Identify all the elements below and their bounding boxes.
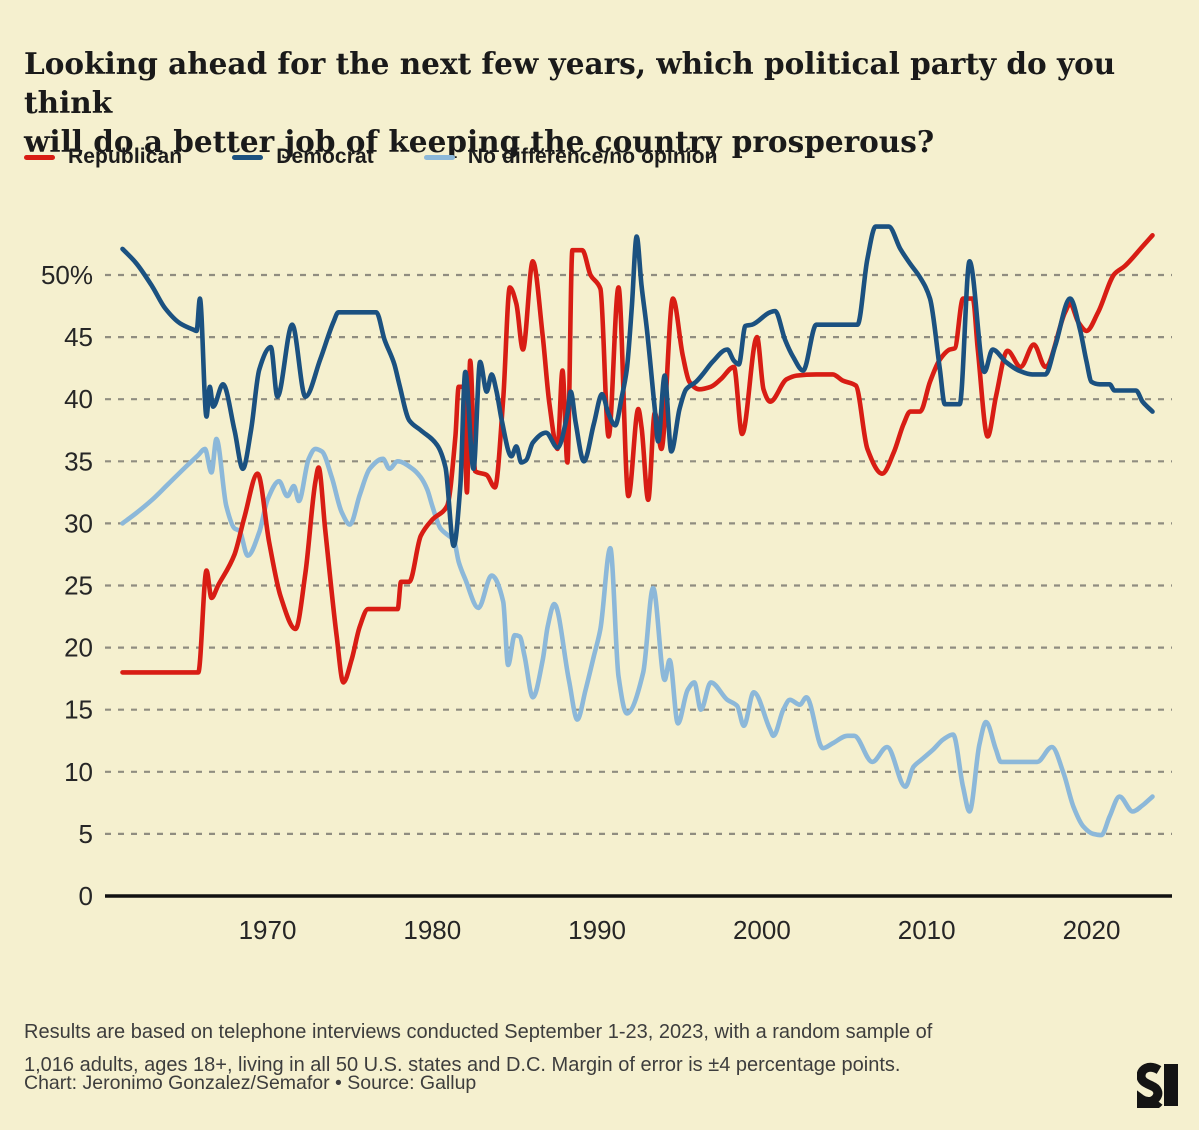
footnote: Results are based on telephone interview… [24,1016,1184,1082]
legend-label-no-difference: No difference/no opinion [467,145,718,168]
chart-title: Looking ahead for the next few years, wh… [24,44,1184,162]
chart-title-line1: Looking ahead for the next few years, wh… [24,45,1116,120]
legend-label-republican: Republican [68,145,183,168]
y-axis-tick-label: 10 [64,757,93,787]
x-axis-tick-label: 2000 [733,915,791,945]
y-axis-tick-label: 35 [64,446,93,476]
y-axis-tick-label: 45 [64,322,93,352]
legend: Republican Democrat No difference/no opi… [24,142,718,172]
legend-label-democrat: Democrat [276,145,374,168]
footnote-line1: Results are based on telephone interview… [24,1021,933,1043]
x-axis-tick-label: 2010 [898,915,956,945]
x-axis-tick-label: 1980 [403,915,461,945]
y-axis-tick-label: 20 [64,633,93,663]
no-difference-swatch-icon [423,154,455,160]
republican-line [120,233,1155,685]
y-axis-tick-label: 50% [41,260,93,290]
legend-item-democrat: Democrat [232,145,374,169]
x-axis-tick-label: 2020 [1063,915,1121,945]
no-difference-no-opinion-line [120,436,1155,838]
y-axis-tick-label: 15 [64,695,93,725]
line-chart: 50% 45 40 35 30 25 20 15 10 5 0 1970 1980 1990 2000 201… [41,224,1172,945]
y-axis-tick-label: 40 [64,384,93,414]
republican-swatch-icon [24,154,55,160]
y-axis-tick-label: 0 [79,881,93,911]
y-axis-tick-label: 25 [64,571,93,601]
plot-area: 50% 45 40 35 30 25 20 15 10 5 0 1970 1980 1990 2000 201… [41,224,1172,945]
democrat-line [120,224,1155,549]
legend-item-no-difference: No difference/no opinion [423,145,718,169]
x-axis-tick-label: 1970 [239,915,297,945]
credit-line: Chart: Jeronimo Gonzalez/Semafor • Sourc… [24,1072,477,1094]
y-axis-tick-label: 30 [64,508,93,538]
y-axis-tick-label: 5 [79,819,93,849]
chart-title-line2: will do a better job of keeping the coun… [24,124,935,160]
footnote-line2: 1,016 adults, ages 18+, living in all 50… [24,1054,901,1076]
legend-item-republican: Republican [24,145,182,169]
semafor-logo-icon [1137,1062,1178,1108]
democrat-swatch-icon [232,154,264,160]
x-axis-tick-label: 1990 [568,915,626,945]
